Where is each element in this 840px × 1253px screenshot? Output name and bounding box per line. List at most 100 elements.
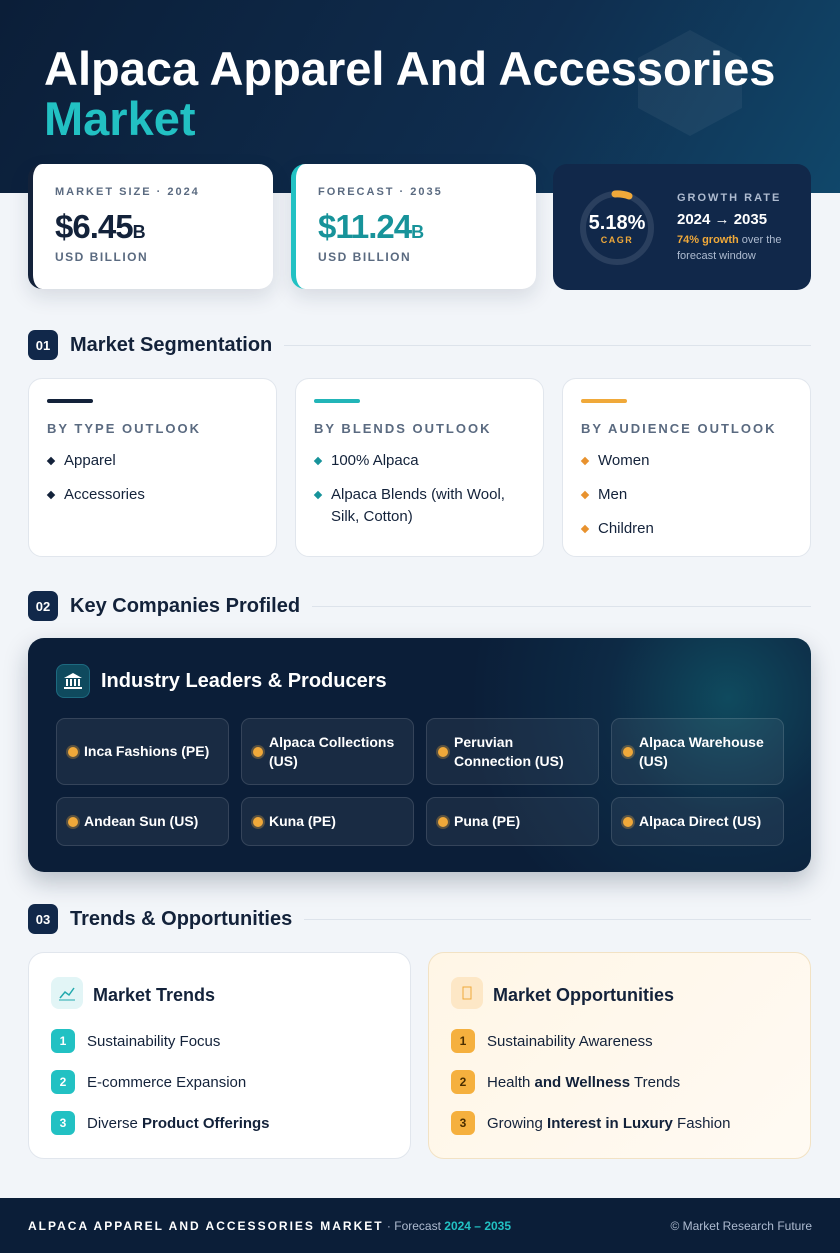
footer-forecast-period: 2024 – 2035	[444, 1218, 512, 1233]
stat-unit: B	[132, 222, 146, 242]
list-item: 3 Diverse Product Offerings	[51, 1111, 270, 1135]
section-number: 01	[28, 330, 58, 360]
hex-decor	[638, 30, 742, 136]
title: Alpaca Apparel And Accessories Market	[44, 44, 775, 144]
item-text-part: E-commerce Expansion	[87, 1073, 247, 1091]
segment-card: BY BLENDS OUTLOOK 100% Alpaca Alpaca Blend…	[295, 378, 544, 557]
company-chip: Kuna (PE)	[241, 797, 414, 846]
item-number: 2	[51, 1070, 75, 1094]
stat-caption: USD BILLION	[318, 250, 412, 264]
growth-value: 5.18%	[588, 212, 646, 234]
item-text-part: Sustainability Awareness	[487, 1032, 653, 1050]
trends-card: Market Trends 1 Sustainability Focus 2 E-co…	[28, 952, 411, 1159]
companies-title: Industry Leaders & Producers	[101, 670, 387, 692]
accent-bar	[47, 399, 93, 403]
company-chip: Alpaca Warehouse (US)	[611, 718, 784, 785]
segment-item: Children	[581, 518, 792, 540]
stat-value: $6.45	[55, 208, 134, 245]
item-text-part: Health	[487, 1073, 535, 1091]
segment-card: BY TYPE OUTLOOK Apparel Accessories	[28, 378, 277, 557]
section-header: 02 Key Companies Profiled	[28, 591, 811, 621]
item-text-part: Growing	[487, 1114, 548, 1132]
company-chip: Peruvian Connection (US)	[426, 718, 599, 785]
company-chip: Alpaca Direct (US)	[611, 797, 784, 846]
item-text: Sustainability Awareness	[487, 1033, 653, 1050]
list-item: 2 E-commerce Expansion	[51, 1070, 246, 1094]
gauge	[580, 190, 654, 265]
segment-item: Apparel	[47, 450, 258, 472]
item-text: E-commerce Expansion	[87, 1074, 246, 1091]
segment-item: Men	[581, 484, 792, 506]
segment-title: BY BLENDS OUTLOOK	[314, 421, 492, 436]
section-number: 03	[28, 904, 58, 934]
section-title: Trends & Opportunities	[70, 907, 293, 930]
list-item: 1 Sustainability Focus	[51, 1029, 220, 1053]
card-title: Market Opportunities	[493, 985, 675, 1005]
accent-bar	[581, 399, 627, 403]
item-text: Diverse Product Offerings	[87, 1115, 270, 1132]
hero: Alpaca Apparel And Accessories Market	[0, 0, 840, 193]
item-text-part: Sustainability Focus	[87, 1032, 221, 1050]
item-text: Growing Interest in Luxury Fashion	[487, 1115, 730, 1132]
segment-item: Accessories	[47, 484, 258, 506]
footer-title: ALPACA APPAREL AND ACCESSORIES MARKET	[28, 1218, 384, 1233]
growth-label: GROWTH RATE	[677, 192, 782, 204]
title-highlight: Market	[44, 92, 196, 145]
card-title: Market Trends	[93, 985, 216, 1005]
item-text: Health and Wellness Trends	[487, 1074, 680, 1091]
section-header: 03 Trends & Opportunities	[28, 904, 811, 934]
company-chip: Andean Sun (US)	[56, 797, 229, 846]
section-header: 01 Market Segmentation	[28, 330, 811, 360]
bank-icon	[56, 664, 90, 698]
item-number: 1	[51, 1029, 75, 1053]
segment-item: Women	[581, 450, 792, 472]
item-text-part: Fashion	[672, 1114, 731, 1132]
stat-label: MARKET SIZE · 2024	[55, 186, 200, 198]
growth-value-label: CAGR	[600, 235, 634, 245]
stat-card: FORECAST · 2035 $11.24B USD BILLION	[291, 164, 536, 289]
growth-highlight: 74% growth	[677, 234, 739, 246]
growth-card: 5.18% CAGR GROWTH RATE 2024 → 2035 74% g…	[553, 164, 811, 290]
item-text-part: Product Offerings	[142, 1114, 270, 1132]
segment-title: BY TYPE OUTLOOK	[47, 421, 201, 436]
segment-list: 100% Alpaca Alpaca Blends (with Wool, Sil…	[314, 450, 525, 528]
item-number: 3	[51, 1111, 75, 1135]
segment-list: Apparel Accessories	[47, 450, 258, 506]
item-number: 3	[451, 1111, 475, 1135]
company-chip: Puna (PE)	[426, 797, 599, 846]
footer-forecast-label: · Forecast	[386, 1218, 441, 1233]
growth-note: over the forecast window	[677, 234, 782, 262]
list-item: 1 Sustainability Awareness	[451, 1029, 653, 1053]
item-text-part: and Wellness	[534, 1073, 631, 1091]
segment-list: Women Men Children	[581, 450, 792, 540]
opportunities-card: Market Opportunities 1 Sustainability Awa…	[428, 952, 811, 1159]
accent-bar	[314, 399, 360, 403]
item-number: 2	[451, 1070, 475, 1094]
chart-icon	[51, 977, 83, 1009]
stat-caption: USD BILLION	[55, 250, 149, 264]
companies-panel: Industry Leaders & Producers Inca Fashio…	[28, 638, 811, 872]
growth-period: 2024 → 2035	[677, 211, 768, 228]
company-chip: Inca Fashions (PE)	[56, 718, 229, 785]
section-title: Market Segmentation	[70, 333, 273, 356]
company-chip: Alpaca Collections (US)	[241, 718, 414, 785]
stat-label: FORECAST · 2035	[318, 186, 443, 198]
section-number: 02	[28, 591, 58, 621]
segment-card: BY AUDIENCE OUTLOOK Women Men Children	[562, 378, 811, 557]
segment-item: Alpaca Blends (with Wool, Silk, Cotton)	[314, 484, 525, 528]
stat-value: $11.24	[318, 208, 412, 245]
list-item: 2 Health and Wellness Trends	[451, 1070, 680, 1094]
box-icon	[451, 977, 483, 1009]
list-item: 3 Growing Interest in Luxury Fashion	[451, 1111, 730, 1135]
section-title: Key Companies Profiled	[70, 594, 301, 617]
item-text-part: Trends	[630, 1073, 681, 1091]
item-text-part: Diverse	[87, 1114, 143, 1132]
item-number: 1	[451, 1029, 475, 1053]
footer-credit: © Market Research Future	[670, 1218, 812, 1233]
stat-card: MARKET SIZE · 2024 $6.45B USD BILLION	[28, 164, 273, 289]
stat-unit: B	[411, 222, 425, 242]
item-text: Sustainability Focus	[87, 1033, 220, 1050]
title-text: Alpaca Apparel And Accessories	[44, 42, 776, 95]
segment-title: BY AUDIENCE OUTLOOK	[581, 421, 777, 436]
